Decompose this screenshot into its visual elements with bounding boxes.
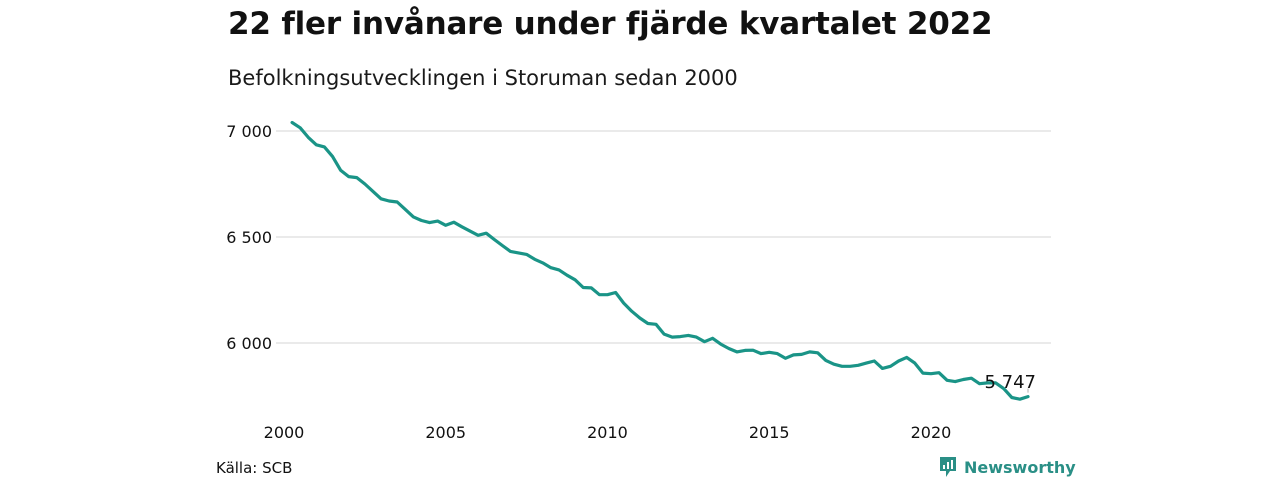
series-layer: [290, 120, 1030, 401]
gridlines: [276, 130, 1051, 344]
source-note: Källa: SCB: [216, 459, 293, 477]
y-tick-label: 6 500: [226, 228, 272, 247]
brand-name: Newsworthy: [964, 457, 1076, 477]
x-tick-label: 2000: [264, 423, 305, 442]
x-tick-label: 2010: [587, 423, 628, 442]
x-tick-label: 2015: [749, 423, 790, 442]
y-tick-label: 7 000: [226, 122, 272, 141]
x-tick-label: 2020: [911, 423, 952, 442]
newsworthy-logo-icon: [940, 457, 956, 477]
x-axis-ticks: 2000 2005 2010 2015 2020: [264, 423, 952, 442]
population-line: [290, 120, 1030, 401]
y-tick-label: 6 000: [226, 334, 272, 353]
y-axis-ticks: 6 000 6 500 7 000: [226, 122, 272, 353]
brand-logo[interactable]: Newsworthy: [938, 455, 1076, 479]
end-value-label: 5 747: [984, 372, 1036, 393]
x-tick-label: 2005: [425, 423, 466, 442]
chart-title: 22 fler invånare under fjärde kvartalet …: [228, 6, 993, 42]
label-layer: 5 747: [984, 372, 1036, 393]
chart-subtitle: Befolkningsutvecklingen i Storuman sedan…: [228, 66, 738, 90]
